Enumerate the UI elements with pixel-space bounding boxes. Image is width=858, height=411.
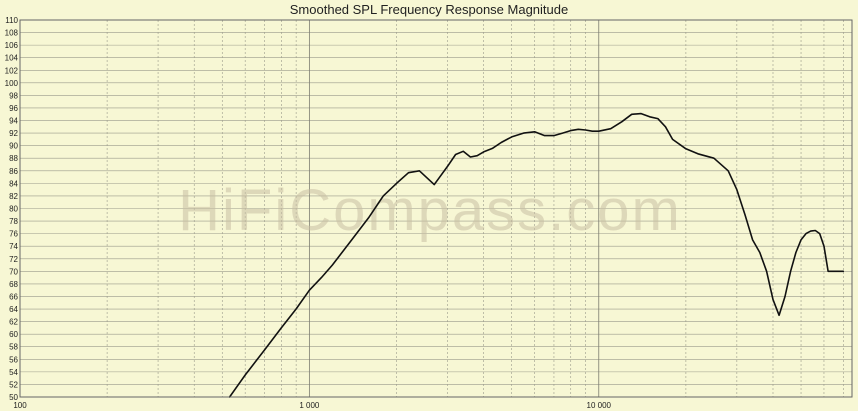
y-tick-label: 80 — [9, 205, 18, 214]
y-tick-label: 90 — [9, 142, 18, 151]
y-tick-label: 106 — [5, 41, 19, 50]
y-tick-label: 70 — [9, 267, 18, 276]
spl-response-line — [228, 112, 845, 398]
axes: 50 52 54 56 58 60 62 64 66 68 70 72 74 76 78 80 82 84 86 88… — [5, 16, 853, 410]
y-tick-label: 96 — [9, 104, 18, 113]
y-tick-label: 108 — [5, 29, 19, 38]
y-tick-label: 76 — [9, 230, 18, 239]
y-tick-label: 104 — [5, 54, 19, 63]
y-tick-label: 60 — [9, 330, 18, 339]
y-tick-label: 72 — [9, 255, 18, 264]
y-tick-label: 82 — [9, 192, 18, 201]
y-tick-label: 78 — [9, 217, 18, 226]
watermark: HiFiCompass.com — [178, 178, 682, 243]
y-tick-label: 98 — [9, 91, 18, 100]
y-tick-label: 58 — [9, 343, 18, 352]
y-tick-label: 66 — [9, 292, 18, 301]
chart-title: Smoothed SPL Frequency Response Magnitud… — [290, 2, 568, 17]
y-tick-label: 52 — [9, 380, 18, 389]
y-tick-label: 94 — [9, 117, 18, 126]
y-tick-label: 74 — [9, 242, 18, 251]
x-tick-label: 1 000 — [299, 401, 320, 410]
y-tick-label: 110 — [5, 16, 18, 25]
y-tick-label: 88 — [9, 154, 18, 163]
plot-frame — [19, 19, 853, 398]
y-tick-label: 54 — [9, 368, 18, 377]
y-tick-label: 84 — [9, 179, 18, 188]
plot-area — [228, 112, 845, 398]
y-tick-label: 50 — [9, 393, 18, 402]
y-tick-label: 62 — [9, 318, 18, 327]
y-tick-label: 68 — [9, 280, 18, 289]
y-tick-label: 64 — [9, 305, 18, 314]
y-tick-label: 100 — [5, 79, 19, 88]
x-tick-label: 10 000 — [587, 401, 612, 410]
x-tick-label: 100 — [13, 401, 27, 410]
grid — [20, 20, 852, 397]
y-tick-label: 56 — [9, 355, 18, 364]
y-tick-label: 102 — [5, 66, 19, 75]
y-tick-label: 92 — [9, 129, 18, 138]
y-tick-label: 86 — [9, 167, 18, 176]
